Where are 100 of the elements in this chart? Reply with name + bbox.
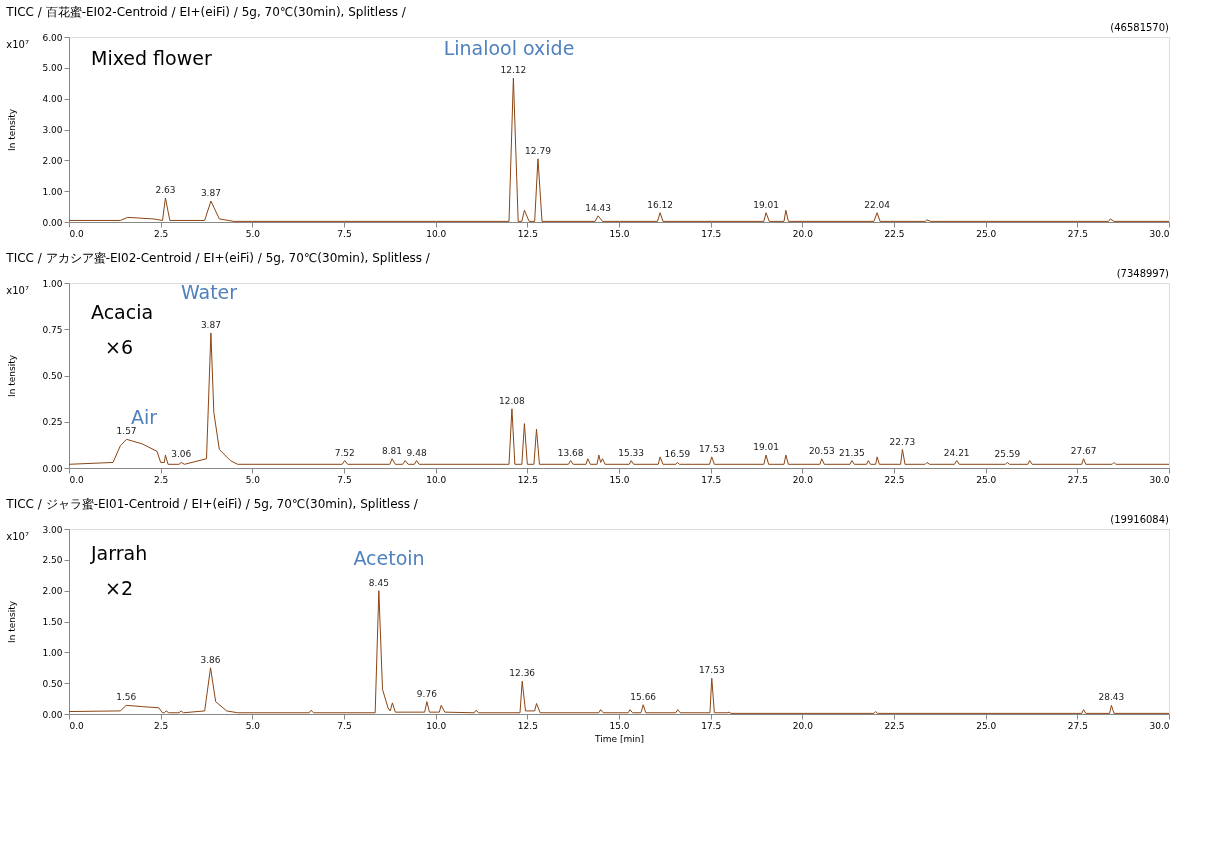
x-tick-label: 22.5: [884, 720, 905, 731]
y-tick-label: 3.00: [42, 125, 63, 135]
x-tick-label: 17.5: [701, 474, 722, 485]
x-tick-label: 10.0: [426, 228, 447, 239]
x-tick-label: 25.0: [976, 228, 997, 239]
x-tick-label: 7.5: [337, 228, 352, 239]
y-tick-label: 1.00: [42, 278, 63, 289]
x-tick-label: 20.0: [792, 228, 814, 239]
annotation: 13.68: [557, 447, 584, 458]
x-tick-label: 15.0: [609, 720, 630, 731]
annotation: 24.21: [943, 447, 970, 458]
annotation: 2.63: [155, 184, 176, 195]
annotation: 12.36: [509, 668, 536, 679]
y-tick-label: 1.00: [42, 186, 63, 197]
annotation: 8.45: [368, 577, 389, 588]
annotation: Linalool oxide: [443, 37, 575, 59]
y-tick-label: 0.25: [42, 417, 63, 428]
annotation: ×2: [104, 577, 134, 599]
x-tick-label: 25.0: [976, 474, 997, 485]
annotation: 17.53: [698, 665, 725, 676]
annotation: 15.66: [630, 691, 657, 702]
y-tick-label: 2.50: [42, 555, 63, 566]
x-tick-label: 12.5: [517, 720, 538, 731]
y-tick-label: 5.00: [42, 63, 63, 74]
x-tick-label: 7.5: [337, 720, 352, 731]
x-tick-label: 30.0: [1149, 474, 1170, 485]
annotation: 7.52: [334, 447, 355, 458]
annotation: Acacia: [91, 301, 154, 323]
x-tick-label: 17.5: [701, 228, 722, 239]
y-axis-title: In tensity: [7, 354, 18, 398]
x-tick-label: 30.0: [1149, 228, 1170, 239]
chart-title: TICC / アカシア蜜-EI02-Centroid / EI+(eiFi) / 5g, 70℃(30min), Splitless /: [5, 251, 431, 265]
annotation: 20.53: [808, 445, 835, 456]
annotation: 12.79: [525, 145, 552, 156]
x-tick-label: 5.0: [245, 228, 261, 239]
x-tick-label: 20.0: [792, 720, 814, 731]
annotation: 3.87: [200, 188, 221, 199]
annotation: 22.04: [864, 199, 891, 210]
annotation: 19.01: [753, 199, 779, 210]
annotation: 3.86: [200, 654, 221, 665]
x-tick-label: 5.0: [245, 720, 261, 731]
line-series: [69, 332, 1169, 465]
y-tick-label: 0.00: [42, 463, 63, 474]
y-tick-label: 1.00: [42, 647, 63, 658]
annotation: Air: [130, 406, 158, 428]
x-tick-label: 15.0: [609, 228, 630, 239]
text: (7348997): [1116, 268, 1170, 279]
annotation: 3.87: [200, 319, 221, 330]
x-tick-label: 17.5: [701, 720, 722, 731]
x-axis-title: Time [min]: [594, 733, 644, 744]
y-axis-title: In tensity: [7, 108, 18, 152]
annotation: 12.12: [500, 65, 527, 76]
x-tick-label: 2.5: [154, 720, 169, 731]
annotation: 16.59: [664, 449, 691, 460]
text: (19916084): [1110, 514, 1170, 525]
y-axis-title: In tensity: [7, 600, 18, 644]
annotation: 1.56: [116, 692, 137, 703]
y-tick-label: 6.00: [42, 32, 63, 43]
text: (46581570): [1110, 22, 1170, 33]
x-tick-label: 22.5: [884, 228, 905, 239]
x-tick-label: 12.5: [517, 228, 538, 239]
y-tick-label: 0.00: [42, 709, 63, 720]
annotation: 8.81: [382, 445, 403, 456]
x-tick-label: 27.5: [1067, 720, 1088, 731]
x-tick-label: 20.0: [792, 474, 814, 485]
annotation: 21.35: [838, 447, 865, 458]
chart-title: TICC / ジャラ蜜-EI01-Centroid / EI+(eiFi) / 5g, 70℃(30min), Splitless /: [5, 497, 419, 511]
x-tick-label: 12.5: [517, 474, 538, 485]
y-tick-label: 3.00: [42, 524, 63, 535]
y-tick-label: 4.00: [42, 94, 63, 105]
annotation: 1.57: [116, 426, 137, 437]
annotation: ×6: [104, 336, 134, 358]
annotation: 27.67: [1070, 445, 1097, 456]
y-tick-label: 0.50: [42, 371, 63, 381]
x-tick-label: 30.0: [1149, 720, 1170, 731]
text: x10⁷: [6, 39, 29, 50]
y-tick-label: 0.75: [42, 324, 63, 335]
y-tick-label: 0.00: [42, 217, 63, 228]
x-tick-label: 7.5: [337, 474, 352, 485]
x-tick-label: 0.0: [69, 474, 85, 485]
annotation: 14.43: [585, 202, 611, 213]
x-tick-label: 27.5: [1067, 474, 1088, 485]
x-tick-label: 25.0: [976, 720, 997, 731]
y-tick-label: 1.50: [42, 617, 63, 627]
chart-title: TICC / 百花蜜-EI02-Centroid / EI+(eiFi) / 5g, 70℃(30min), Splitless /: [5, 5, 407, 19]
annotation: 19.01: [753, 442, 779, 453]
annotation: 12.08: [499, 395, 526, 406]
x-tick-label: 0.0: [69, 228, 85, 239]
annotation: 9.48: [406, 447, 427, 458]
annotation: 16.12: [647, 199, 673, 210]
x-tick-label: 10.0: [426, 474, 447, 485]
y-tick-label: 0.50: [42, 678, 63, 689]
x-tick-label: 0.0: [69, 720, 85, 731]
x-tick-label: 27.5: [1067, 228, 1088, 239]
y-tick-label: 2.00: [42, 155, 63, 166]
text: x10⁷: [6, 531, 29, 542]
annotation: 22.73: [889, 436, 916, 447]
x-tick-label: 15.0: [609, 474, 630, 485]
annotation: Mixed flower: [91, 47, 212, 69]
annotation: 3.06: [171, 449, 192, 460]
